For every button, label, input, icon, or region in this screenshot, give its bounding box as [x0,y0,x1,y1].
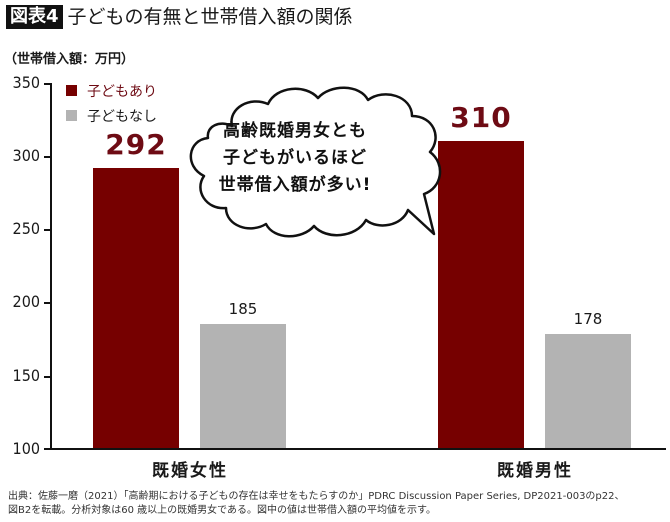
y-tick-label: 100 [12,439,40,458]
y-axis-line [50,83,52,450]
y-tick-label: 200 [12,292,40,311]
y-tick-label: 300 [12,146,40,165]
y-tick-mark [44,302,52,304]
y-tick-mark [44,448,52,450]
value-label-female-with: 292 [105,128,167,161]
value-label-male-with: 310 [450,101,512,134]
legend-label: 子どもあり [87,83,157,100]
chart-title: 子どもの有無と世帯借入額の関係 [67,6,353,28]
y-tick-mark [44,229,52,231]
bar-male-without-children [545,334,631,449]
y-tick-mark [44,376,52,378]
y-axis-unit-label: （世帯借入額：万円） [4,52,135,67]
y-tick-label: 150 [12,366,40,385]
value-label-male-without: 178 [573,310,603,328]
callout-line: 世帯借入額が多い! [218,175,372,195]
callout-text: 高齢既婚男女とも 子どもがいるほど 世帯借入額が多い! [190,118,400,199]
bar-female-with-children [93,168,179,449]
callout-line: 高齢既婚男女とも [223,121,367,141]
cloud-speech-bubble-icon [189,86,442,238]
source-line: 出典：佐藤一磨（2021）「高齢期における子どもの存在は幸せをもたらすのか」PD… [8,491,625,502]
source-note: 出典：佐藤一磨（2021）「高齢期における子どもの存在は幸せをもたらすのか」PD… [8,490,668,518]
value-label-female-without: 185 [228,300,258,318]
figure-badge: 図表4 [6,5,63,29]
chart-title-row: 図表4 子どもの有無と世帯借入額の関係 [6,4,353,30]
y-tick-mark [44,83,52,85]
bar-female-without-children [200,324,286,449]
x-axis-line [50,448,666,450]
y-tick-mark [44,156,52,158]
bar-male-with-children [438,141,524,449]
y-tick-label: 250 [12,219,40,238]
y-tick-label: 350 [12,73,40,92]
legend-item-without-children: 子どもなし [66,103,157,128]
legend-swatch-gray [66,110,77,121]
category-label-married-women: 既婚女性 [152,461,228,481]
legend-item-with-children: 子どもあり [66,78,157,103]
legend-swatch-red [66,85,77,96]
callout-line: 子どもがいるほど [223,148,367,168]
category-label-married-men: 既婚男性 [497,461,573,481]
chart-legend: 子どもあり 子どもなし [66,78,157,128]
source-line: 図B2を転載。分析対象は60 歳以上の既婚男女である。図中の値は世帯借入額の平均… [8,505,437,516]
bar-chart: 350 300 250 200 150 100 292 185 310 178 … [12,73,666,481]
legend-label: 子どもなし [87,108,157,125]
